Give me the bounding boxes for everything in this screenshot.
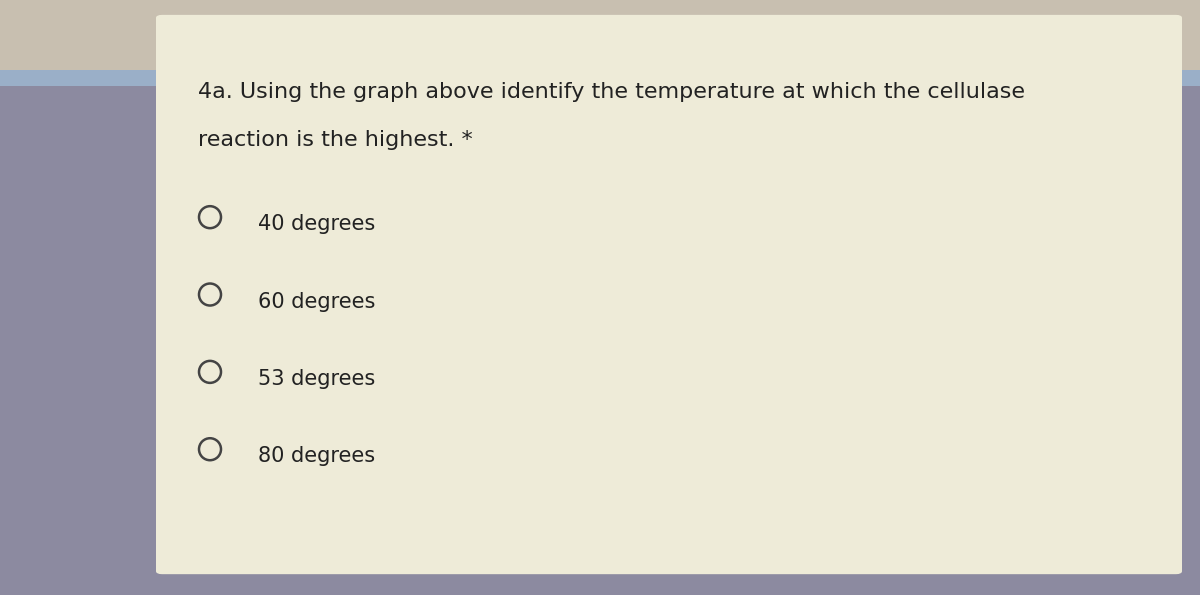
Text: 80 degrees: 80 degrees: [258, 446, 376, 466]
Text: reaction is the highest. *: reaction is the highest. *: [198, 130, 473, 150]
Text: 4a. Using the graph above identify the temperature at which the cellulase: 4a. Using the graph above identify the t…: [198, 82, 1025, 102]
Text: 53 degrees: 53 degrees: [258, 369, 376, 389]
Text: 60 degrees: 60 degrees: [258, 292, 376, 312]
Text: 40 degrees: 40 degrees: [258, 214, 376, 234]
